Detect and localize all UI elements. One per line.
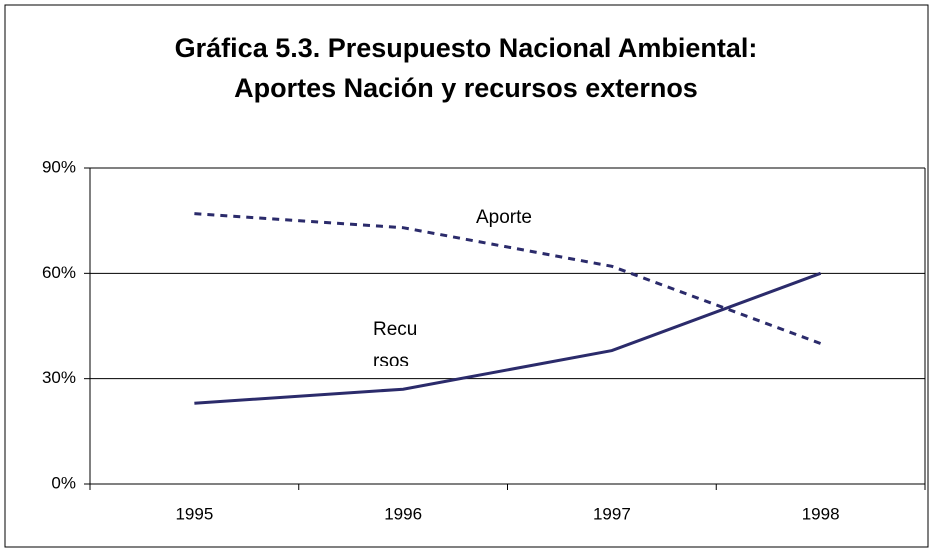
y-tick-label: 90% <box>42 157 76 176</box>
chart-border <box>4 4 929 548</box>
x-tick-label: 1995 <box>175 504 213 523</box>
x-tick-label: 1997 <box>593 504 631 523</box>
annotation: Recu <box>373 319 417 340</box>
y-tick-label: 30% <box>42 368 76 387</box>
chart-title: Gráfica 5.3. Presupuesto Nacional Ambien… <box>175 33 758 63</box>
line-series <box>194 271 822 405</box>
x-tick-label: 1996 <box>384 504 422 523</box>
y-tick-label: 60% <box>42 263 76 282</box>
x-tick-label: 1998 <box>802 504 840 523</box>
line-series <box>194 212 822 345</box>
y-tick-label: 0% <box>51 473 76 492</box>
annotation: Aporte <box>476 207 532 228</box>
chart-title: Aportes Nación y recursos externos <box>234 73 698 103</box>
annotation: rsos <box>373 351 409 372</box>
